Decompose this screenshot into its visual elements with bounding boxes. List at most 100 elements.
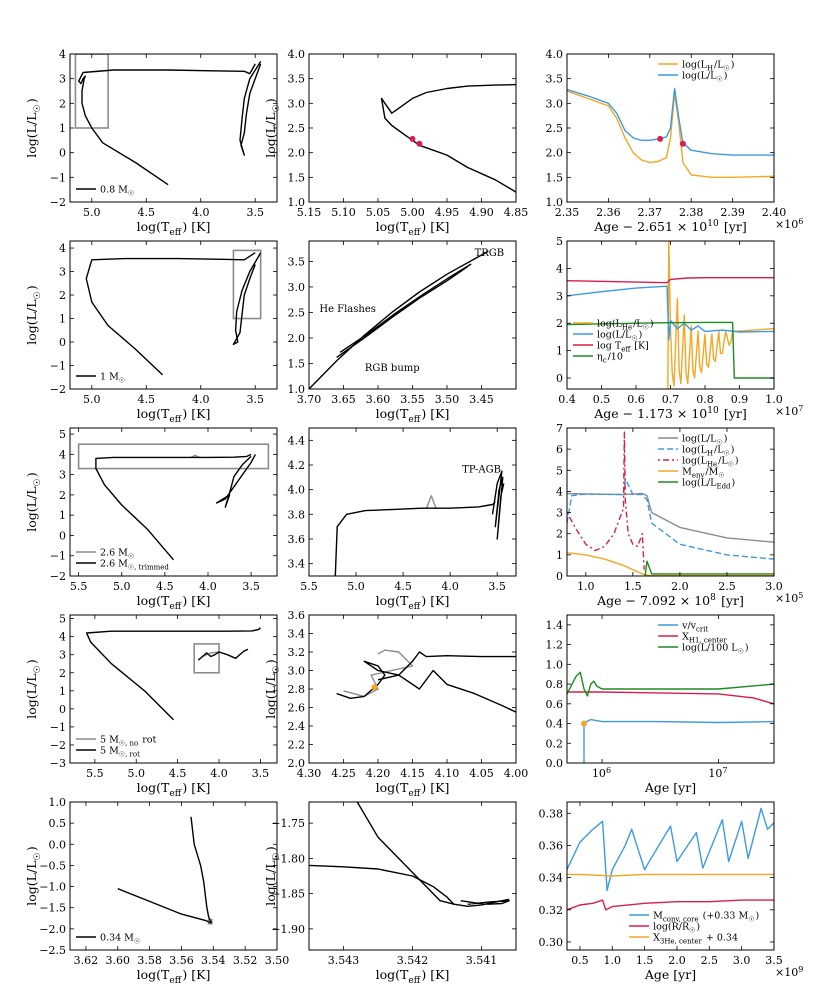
y-axis-label: log(L/L☉ ) xyxy=(24,659,43,718)
y-tick-label: 5 xyxy=(556,464,563,477)
x-tick-label: 5.5 xyxy=(86,767,104,780)
y-tick-label: 0 xyxy=(59,529,66,542)
y-tick-label: −2.0 xyxy=(39,923,66,936)
x-tick-label: 3.541 xyxy=(466,954,498,967)
y-axis-label: log(L/L☉ ) xyxy=(24,285,43,344)
series-line-track-2 xyxy=(339,263,472,353)
x-tick-label: 5.0 xyxy=(127,767,145,780)
y-tick-label: 1.0 xyxy=(546,196,564,209)
series-line-log-l-l- xyxy=(567,492,774,543)
x-tick-label: 3.542 xyxy=(397,954,429,967)
series-line-track-0 xyxy=(309,250,489,389)
y-tick-label: 0.38 xyxy=(539,807,564,820)
series-line-log-l-l- xyxy=(567,285,774,341)
series-line-log-l-100-l- xyxy=(567,671,774,697)
x-tick-label: 3.58 xyxy=(137,954,162,967)
y-tick-label: 3.0 xyxy=(546,97,564,110)
zoom-box xyxy=(193,643,220,674)
x-tick-label: 5.15 xyxy=(297,206,322,219)
panel-p02: 2.35 2.36 2.37 2.38 2.39 2.40 1.0 1.5 2.0 2.5 3.0 3… xyxy=(546,48,804,234)
marker-point-0 xyxy=(581,720,588,727)
y-tick-label: 4.0 xyxy=(288,48,306,61)
legend-label: log(L/L☉ ) xyxy=(682,71,727,84)
y-tick-label: −2 xyxy=(50,196,66,209)
legend-label: 2.6 M☉, trimmed xyxy=(100,559,170,572)
series-line-track-0 xyxy=(425,495,439,509)
y-tick-label: 4 xyxy=(59,242,66,255)
series-line-log-t-eff-k- xyxy=(567,277,774,284)
axes-frame xyxy=(566,614,775,764)
y-tick-label: 2.4 xyxy=(288,720,306,733)
series-line-log-l-l-edd- xyxy=(644,560,774,576)
y-tick-label: 3.4 xyxy=(288,628,306,641)
panel-p01: 5.15 5.10 5.05 5.00 4.95 4.90 4.85 1.0 1.5 2.0 2.5… xyxy=(263,48,528,238)
annotation-trgb: TRGB xyxy=(475,248,505,259)
legend-label: X3He, center + 0.34 xyxy=(653,933,738,946)
x-axis-label: log(Teff ) [K] xyxy=(376,780,450,799)
legend-label: log(R/R☉ ) xyxy=(653,922,700,935)
legend-label: 5 M☉, rot xyxy=(100,746,141,759)
y-tick-label: 1 xyxy=(556,549,563,562)
y-tick-label: −1.85 xyxy=(271,888,305,901)
y-tick-label: 2.5 xyxy=(546,122,564,135)
axes-frame xyxy=(308,614,517,764)
y-tick-label: −0.5 xyxy=(39,859,66,872)
x-tick-label: 5.10 xyxy=(331,206,356,219)
y-tick-label: 2.8 xyxy=(288,683,306,696)
y-tick-label: −2 xyxy=(50,739,66,752)
x-axis-label: log(Teff ) [K] xyxy=(137,780,211,799)
series-line-5-m-rot xyxy=(85,627,261,721)
y-tick-label: 5 xyxy=(59,428,66,441)
x-axis-label: log(Teff ) [K] xyxy=(376,593,450,612)
legend-label: log(LHe /L☉ ) xyxy=(597,319,654,332)
y-tick-label: 4 xyxy=(59,448,66,461)
x-tick-label: 4.5 xyxy=(156,580,174,593)
marker-point-0 xyxy=(371,684,378,691)
x-axis-label: Age − 7.092 × 108 [yr] xyxy=(596,593,744,608)
y-tick-label: 3.8 xyxy=(288,508,306,521)
x-tick-label: 3.5 xyxy=(765,954,783,967)
panel-p20: 5.5 5.0 4.5 4.0 3.5 −2 −1 0 1 2 3 4 5 log(Teff ) [K] l… xyxy=(24,427,278,612)
y-tick-label: 1.0 xyxy=(288,196,306,209)
x-tick-label: 4.5 xyxy=(138,206,156,219)
y-tick-label: −1 xyxy=(50,171,66,184)
y-tick-label: 0.36 xyxy=(539,839,564,852)
y-tick-label: 4 xyxy=(59,48,66,61)
x-tick-label: 5.0 xyxy=(347,580,365,593)
series-line-x-h1-center xyxy=(567,691,774,705)
x-tick-label: 4.30 xyxy=(297,767,322,780)
x-tick-label: 3.5 xyxy=(242,580,260,593)
axes-frame xyxy=(69,427,278,577)
panel-p12: 0.4 0.5 0.6 0.7 0.8 0.9 1.0 0 1 2 3 4 5 Age − 1.173 ×… xyxy=(556,235,803,421)
x-tick-label: 4.0 xyxy=(192,206,210,219)
x-axis-label: Age − 1.173 × 1010 [yr] xyxy=(593,406,746,421)
marker-point-0 xyxy=(657,135,664,142)
legend-label: log(L/L☉ ) xyxy=(682,434,727,447)
x-tick-label: 2.0 xyxy=(671,580,689,593)
series-line-log-l-h-l- xyxy=(567,90,774,179)
y-tick-label: 6 xyxy=(556,443,563,456)
y-tick-label: 0.5 xyxy=(49,817,67,830)
y-tick-label: 3.6 xyxy=(288,609,306,622)
x-axis-label: log(Teff ) [K] xyxy=(137,593,211,612)
x-tick-label: 5.5 xyxy=(70,580,88,593)
y-tick-label: 1.0 xyxy=(288,383,306,396)
x-tick-label: 4.85 xyxy=(504,206,529,219)
legend-label: log(LH /L☉ ) xyxy=(682,445,734,458)
x-tick-label: 4.0 xyxy=(441,580,459,593)
legend-label: v/vcrit xyxy=(681,621,709,634)
series-line-track-1 xyxy=(356,802,455,905)
y-tick-label: 1 xyxy=(59,122,66,135)
marker-point-1 xyxy=(679,140,686,147)
legend-label: XH1, center xyxy=(682,632,728,645)
series-line-track-1 xyxy=(336,265,469,358)
x-tick-label: 2.38 xyxy=(679,206,704,219)
legend-label: 1 M☉ xyxy=(100,372,126,385)
x-tick-label: 3.70 xyxy=(297,393,322,406)
series-line-track-0 xyxy=(343,649,414,698)
y-tick-label: 1 xyxy=(59,685,66,698)
y-tick-label: 0.8 xyxy=(546,678,564,691)
x-tick-label: 4.00 xyxy=(504,767,529,780)
x-tick-label: 1.0 xyxy=(765,393,783,406)
y-tick-label: 2.6 xyxy=(288,702,306,715)
